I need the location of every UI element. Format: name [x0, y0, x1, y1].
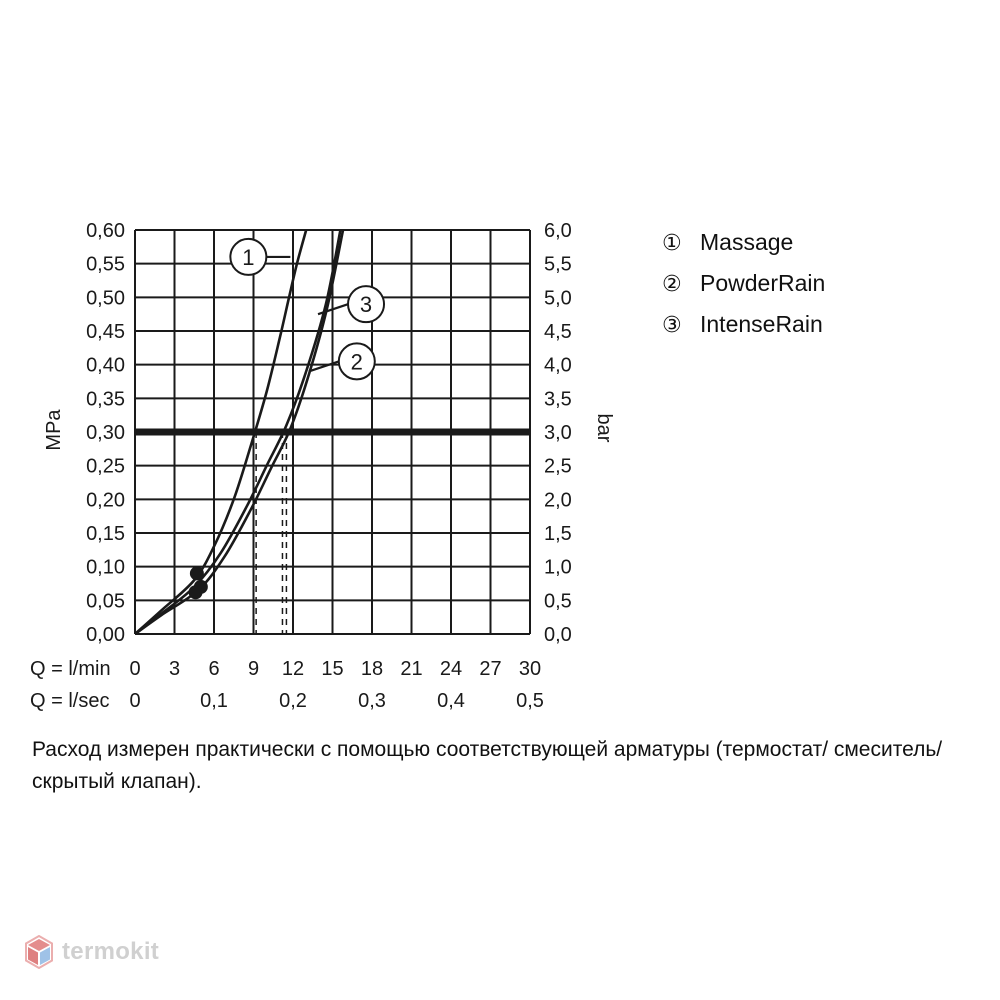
- x-axis-label-lsec: Q = l/sec: [30, 690, 109, 712]
- legend-marker: ③: [662, 312, 682, 337]
- y-tick-label-left: 0,20: [86, 489, 125, 511]
- termokit-logo-icon: [25, 935, 53, 969]
- x-tick-label-lsec: 0,2: [279, 690, 307, 712]
- y-tick-label-right: 6,0: [544, 220, 572, 242]
- start-markers: [188, 566, 208, 600]
- x-tick-label-lmin: 18: [361, 658, 383, 680]
- series-line-intenserain: [134, 229, 345, 636]
- y-tick-label-right: 4,5: [544, 321, 572, 343]
- x-tick-label-lmin: 27: [479, 658, 501, 680]
- legend-item-massage: ① Massage: [662, 222, 825, 263]
- y-tick-label-right: 3,5: [544, 388, 572, 410]
- y-tick-label-left: 0,15: [86, 523, 125, 545]
- watermark-text: termokit: [62, 938, 160, 965]
- x-tick-label-lmin: 9: [248, 658, 259, 680]
- callout-leader-intenserain: [317, 303, 349, 316]
- dashed-drop-lines: [255, 432, 288, 634]
- legend-marker: ①: [662, 230, 682, 255]
- callouts: 1 3 2: [229, 237, 386, 381]
- y-tick-label-right: 1,5: [544, 523, 572, 545]
- callout-leader-powderrain: [308, 360, 340, 373]
- y-tick-label-left: 0,25: [86, 456, 125, 478]
- y-axis-label-left: MPa: [43, 409, 65, 451]
- x-tick-label-lmin: 0: [129, 658, 140, 680]
- x-tick-label-lmin: 12: [282, 658, 304, 680]
- x-tick-label-lsec: 0,5: [516, 690, 544, 712]
- y-tick-label-left: 0,30: [86, 422, 125, 444]
- y-tick-label-left: 0,10: [86, 557, 125, 579]
- callout-circle-massage: [229, 237, 268, 276]
- y-tick-label-right: 5,5: [544, 254, 572, 276]
- x-axis-label-lmin: Q = l/min: [30, 658, 111, 680]
- y-tick-label-right: 0,0: [544, 624, 572, 646]
- y-axis-label-right: bar: [593, 414, 615, 443]
- x-tick-label-lsec: 0,3: [358, 690, 386, 712]
- curves: [134, 229, 345, 636]
- y-tick-label-left: 0,40: [86, 355, 125, 377]
- y-tick-label-right: 1,0: [544, 557, 572, 579]
- y-tick-label-left: 0,45: [86, 321, 125, 343]
- x-tick-label-lsec: 0,1: [200, 690, 228, 712]
- callout-circle-powderrain: [337, 342, 376, 381]
- measurement-note: Расход измерен практически с помощью соо…: [32, 738, 943, 793]
- legend-label: PowderRain: [700, 270, 826, 296]
- legend-item-powderrain: ② PowderRain: [662, 263, 825, 304]
- y-ticks-left: 0,00 0,05 0,10 0,15 0,20 0,25 0,30 0,35 0,40 0,45…: [86, 220, 125, 646]
- callout-label-powderrain: 2: [351, 349, 363, 374]
- x-tick-label-lmin: 3: [169, 658, 180, 680]
- y-tick-label-left: 0,55: [86, 254, 125, 276]
- y-tick-label-right: 4,0: [544, 355, 572, 377]
- series-line-powderrain: [134, 229, 342, 636]
- y-tick-label-right: 3,0: [544, 422, 572, 444]
- y-tick-label-right: 5,0: [544, 287, 572, 309]
- series-line-massage: [134, 229, 308, 635]
- y-tick-label-left: 0,50: [86, 287, 125, 309]
- y-tick-label-right: 0,5: [544, 590, 572, 612]
- y-tick-label-right: 2,0: [544, 489, 572, 511]
- x-tick-label-lmin: 15: [321, 658, 343, 680]
- x-tick-label-lmin: 6: [208, 658, 219, 680]
- y-tick-label-left: 0,60: [86, 220, 125, 242]
- callout-label-intenserain: 3: [360, 292, 372, 317]
- x-tick-label-lmin: 24: [440, 658, 462, 680]
- legend: ① Massage ② PowderRain ③ IntenseRain: [662, 222, 825, 345]
- x-tick-label-lmin: 21: [400, 658, 422, 680]
- legend-label: Massage: [700, 229, 794, 255]
- legend-marker: ②: [662, 271, 682, 296]
- start-point-marker: [189, 566, 204, 581]
- y-ticks-right: 0,0 0,5 1,0 1,5 2,0 2,5 3,0 3,5 4,0 4,5 5,0 5,5 6,0: [544, 220, 572, 646]
- x-tick-label-lsec: 0,4: [437, 690, 465, 712]
- legend-label: IntenseRain: [700, 311, 823, 337]
- y-tick-label-left: 0,05: [86, 590, 125, 612]
- y-tick-label-right: 2,5: [544, 456, 572, 478]
- legend-item-intenserain: ③ IntenseRain: [662, 304, 825, 345]
- callout-label-massage: 1: [242, 245, 254, 270]
- x-tick-label-lsec: 0: [129, 690, 140, 712]
- start-point-marker: [188, 585, 203, 600]
- termokit-watermark: termokit: [24, 935, 159, 969]
- callout-circle-intenserain: [347, 285, 386, 324]
- x-ticks: 0 3 6 9 12 15 18 21 24 27 30 0 0,1 0,2 0,3 0,4 0,5: [129, 658, 543, 712]
- x-tick-label-lmin: 30: [519, 658, 541, 680]
- y-tick-label-left: 0,00: [86, 624, 125, 646]
- y-tick-label-left: 0,35: [86, 388, 125, 410]
